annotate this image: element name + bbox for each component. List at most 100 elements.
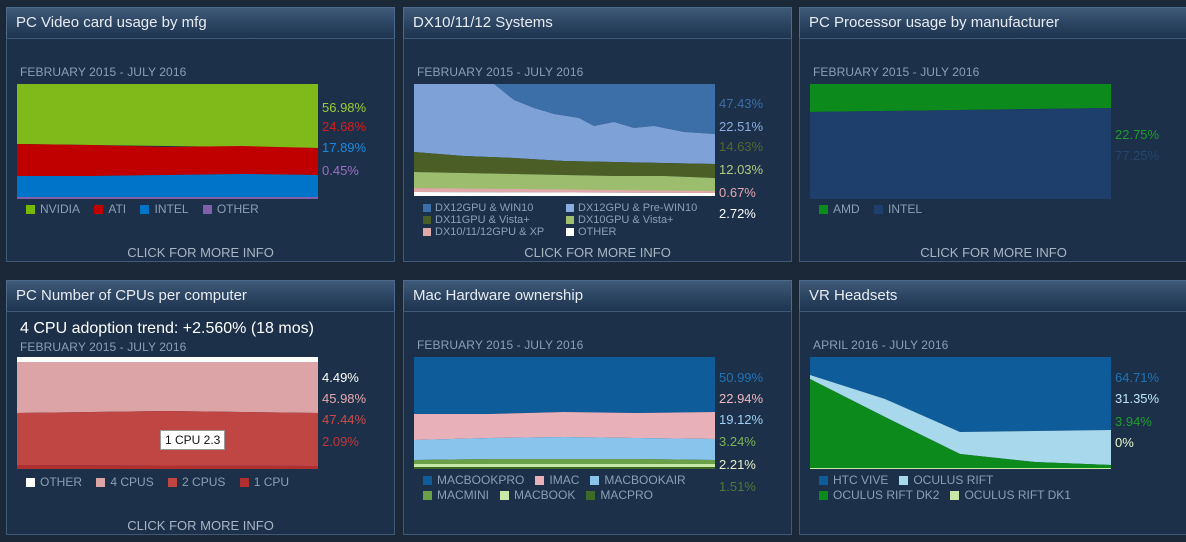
area-oculus-rift [810, 375, 1111, 465]
pct-macbookair: 19.12% [719, 412, 764, 427]
legend-item: OCULUS RIFT DK1 [950, 489, 1071, 501]
panel-title[interactable]: Mac Hardware ownership [403, 280, 792, 311]
legend-item: MACBOOKPRO [423, 474, 524, 486]
legend: HTC VIVE OCULUS RIFT OCULUS RIFT DK2 OCULU… [819, 474, 1082, 501]
area-dx12-prewin10 [414, 84, 715, 164]
period-label: FEBRUARY 2015 - JULY 2016 [813, 65, 980, 79]
panel-mac-hardware: Mac Hardware ownership FEBRUARY 2015 - J… [403, 280, 792, 535]
pct-nvidia: 56.98% [322, 100, 367, 115]
pct-intel: 17.89% [322, 140, 367, 155]
area-macpro [414, 467, 715, 469]
panel-title[interactable]: PC Video card usage by mfg [6, 7, 395, 38]
panel-body[interactable]: FEBRUARY 2015 - JULY 2016 56.98% 24.68% … [6, 38, 395, 262]
panel-title[interactable]: PC Number of CPUs per computer [6, 280, 395, 311]
legend-swatch [168, 478, 178, 487]
legend: NVIDIA ATI INTEL OTHER [26, 202, 270, 216]
legend-item: OTHER [566, 226, 617, 238]
legend-swatch [26, 205, 35, 214]
legend-swatch [423, 228, 431, 236]
pct-macbook: 2.21% [719, 457, 756, 472]
legend-item: INTEL [140, 202, 189, 216]
pct-oculus-rift-dk2: 3.94% [1115, 414, 1152, 429]
legend-swatch [874, 205, 884, 214]
legend-swatch [566, 204, 574, 212]
area-chart [414, 357, 715, 469]
panel-video-card: PC Video card usage by mfg FEBRUARY 2015… [6, 7, 395, 262]
legend-swatch [500, 491, 509, 500]
panel-body[interactable]: FEBRUARY 2015 - JULY 2016 50.99% 22.94% … [403, 311, 792, 535]
legend-item: DX10/11/12GPU & XP [423, 226, 555, 238]
pct-macpro: 1.51% [719, 479, 756, 494]
area-dx11-vista [414, 152, 715, 178]
area-oculus-rift-dk2 [810, 379, 1111, 469]
chart-tooltip: 1 CPU 2.3 [160, 430, 226, 450]
period-label: FEBRUARY 2015 - JULY 2016 [20, 65, 187, 79]
period-label: FEBRUARY 2015 - JULY 2016 [417, 65, 584, 79]
pct-intel: 77.25% [1115, 148, 1160, 163]
area-chart [810, 84, 1111, 199]
period-label: FEBRUARY 2015 - JULY 2016 [417, 338, 584, 352]
pct-4cpus: 45.98% [322, 391, 367, 406]
legend-item: OCULUS RIFT [899, 474, 993, 486]
legend-item: DX12GPU & WIN10 [423, 202, 555, 214]
area-chart [414, 84, 715, 196]
area-dx12-win10 [414, 84, 715, 134]
area-ati [17, 144, 318, 176]
legend-item: OCULUS RIFT DK2 [819, 489, 939, 501]
legend-item: DX12GPU & Pre-WIN10 [566, 202, 697, 214]
click-for-more-info[interactable]: CLICK FOR MORE INFO [524, 245, 671, 260]
area-macbookpro [414, 357, 715, 414]
pct-other: 4.49% [322, 370, 359, 385]
panel-body[interactable]: 4 CPU adoption trend: +2.560% (18 mos) F… [6, 311, 395, 535]
panel-body[interactable]: FEBRUARY 2015 - JULY 2016 47.43% 22.51% … [403, 38, 792, 262]
legend-swatch [96, 478, 106, 487]
legend-item: NVIDIA [26, 202, 80, 216]
click-for-more-info[interactable]: CLICK FOR MORE INFO [920, 245, 1067, 260]
legend-item: HTC VIVE [819, 474, 888, 486]
legend: DX12GPU & WIN10 DX12GPU & Pre-WIN10 DX11G… [423, 202, 708, 238]
legend-item: 2 CPUS [168, 475, 225, 489]
legend-swatch [26, 478, 35, 487]
legend: MACBOOKPRO IMAC MACBOOKAIR MACMINI MACBOOK M… [423, 474, 697, 501]
legend-item: 4 CPUS [96, 475, 154, 489]
legend-swatch [819, 491, 828, 500]
panel-title[interactable]: VR Headsets [799, 280, 1186, 311]
panel-title[interactable]: PC Processor usage by manufacturer [799, 7, 1186, 38]
legend-item: DX11GPU & Vista+ [423, 214, 555, 226]
panel-dx-systems: DX10/11/12 Systems FEBRUARY 2015 - JULY … [403, 7, 792, 262]
legend-item: MACMINI [423, 489, 489, 501]
legend-swatch [423, 491, 432, 500]
pct-macbookpro: 50.99% [719, 370, 764, 385]
legend-item: 1 CPU [239, 475, 289, 489]
pct-dx12-win10: 47.43% [719, 96, 764, 111]
legend-item: OTHER [26, 475, 82, 489]
area-nvidia [17, 84, 318, 148]
legend-item: INTEL [874, 202, 922, 216]
pct-other: 0.45% [322, 163, 359, 178]
pct-dx11-vista: 14.63% [719, 139, 764, 154]
area-other [414, 192, 715, 196]
panel-vr-headsets: VR Headsets APRIL 2016 - JULY 2016 64.71… [799, 280, 1186, 535]
area-intel [810, 108, 1111, 199]
legend-item: DX10GPU & Vista+ [566, 214, 673, 226]
area-other [17, 197, 318, 199]
pct-oculus-rift-dk1: 0% [1115, 435, 1134, 450]
area-intel [17, 174, 318, 197]
area-chart [17, 84, 318, 199]
legend-swatch [202, 205, 212, 214]
period-label: APRIL 2016 - JULY 2016 [813, 338, 949, 352]
area-amd [810, 84, 1111, 112]
click-for-more-info[interactable]: CLICK FOR MORE INFO [127, 245, 274, 260]
pct-other: 2.72% [719, 206, 756, 221]
legend-swatch [423, 204, 431, 212]
panel-body[interactable]: FEBRUARY 2015 - JULY 2016 22.75% 77.25% … [799, 38, 1186, 262]
pct-htc-vive: 64.71% [1115, 370, 1160, 385]
panel-body[interactable]: APRIL 2016 - JULY 2016 64.71% 31.35% 3.9… [799, 311, 1186, 535]
click-for-more-info[interactable]: CLICK FOR MORE INFO [127, 518, 274, 533]
panel-cpus: PC Number of CPUs per computer 4 CPU ado… [6, 280, 395, 535]
adoption-trend: 4 CPU adoption trend: +2.560% (18 mos) [20, 320, 314, 337]
pct-1cpu: 2.09% [322, 434, 359, 449]
legend-swatch [899, 476, 909, 485]
panel-title[interactable]: DX10/11/12 Systems [403, 7, 792, 38]
pct-amd: 22.75% [1115, 127, 1160, 142]
